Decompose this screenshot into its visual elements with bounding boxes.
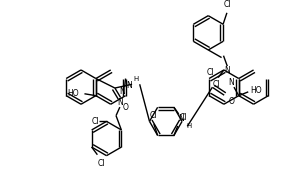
Text: HO: HO: [67, 89, 79, 98]
Text: H: H: [133, 76, 138, 82]
Text: O: O: [123, 103, 128, 112]
Text: N: N: [179, 114, 185, 123]
Text: N: N: [126, 81, 132, 90]
Text: Cl: Cl: [223, 0, 231, 9]
Text: Cl: Cl: [180, 113, 187, 122]
Text: N: N: [117, 98, 123, 107]
Text: Cl: Cl: [97, 159, 105, 167]
Text: Cl: Cl: [207, 68, 214, 77]
Text: Cl: Cl: [212, 80, 220, 89]
Text: N: N: [228, 78, 234, 87]
Text: H: H: [186, 123, 192, 129]
Text: N: N: [119, 87, 125, 96]
Text: Cl: Cl: [91, 117, 99, 126]
Text: O: O: [229, 97, 235, 106]
Text: HO: HO: [250, 86, 262, 95]
Text: N: N: [224, 66, 230, 75]
Text: Cl: Cl: [150, 111, 158, 120]
